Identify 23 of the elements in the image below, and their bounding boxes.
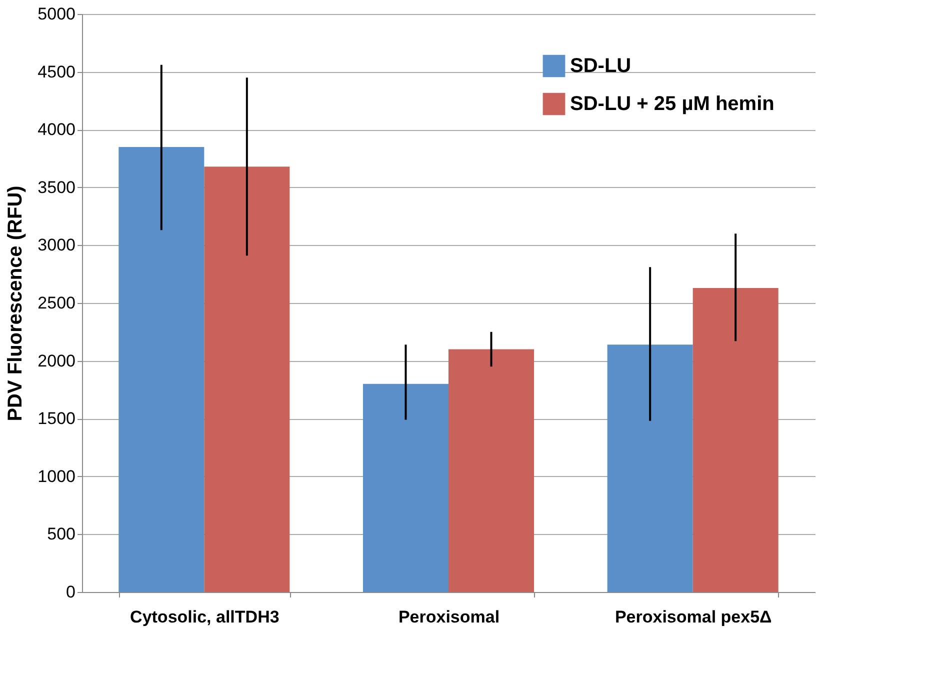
y-tick-label: 0 xyxy=(66,582,76,602)
y-axis-title: PDV Fluorescence (RFU) xyxy=(4,186,27,422)
y-tick-label: 4000 xyxy=(38,120,76,140)
y-tick-label: 3500 xyxy=(38,178,76,197)
bar xyxy=(204,166,290,592)
x-tick-label: Peroxisomal pex5Δ xyxy=(614,608,772,626)
y-tick-label: 3000 xyxy=(38,236,76,255)
y-tick-label: 5000 xyxy=(38,4,76,24)
bar xyxy=(607,344,693,592)
x-tick-label: Cytosolic, allTDH3 xyxy=(130,608,280,626)
bar xyxy=(692,288,778,592)
y-tick-label: 1500 xyxy=(38,409,76,428)
y-tick-label: 4500 xyxy=(38,62,76,82)
y-tick-label: 1000 xyxy=(38,466,76,486)
bar xyxy=(362,384,448,592)
y-tick-label: 500 xyxy=(47,524,76,544)
y-tick-label: 2000 xyxy=(38,351,76,370)
bar xyxy=(448,349,534,592)
x-tick-label: Peroxisomal xyxy=(398,608,500,626)
legend-label: SD-LU + 25 µM hemin xyxy=(570,93,774,115)
y-tick-label: 2500 xyxy=(38,294,76,312)
bar xyxy=(118,146,204,592)
legend-label: SD-LU xyxy=(570,55,632,77)
